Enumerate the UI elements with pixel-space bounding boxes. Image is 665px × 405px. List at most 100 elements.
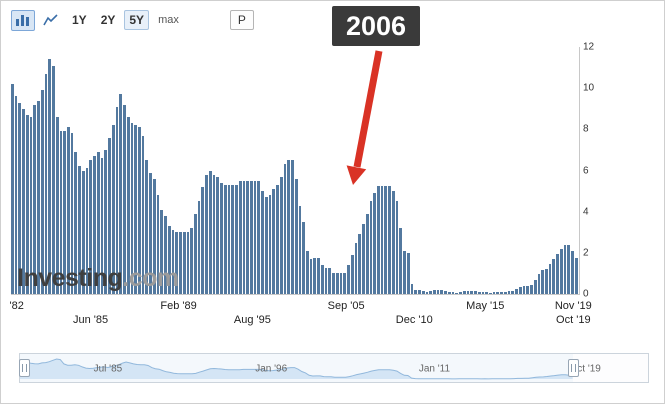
navigator-label: Oct '19 xyxy=(569,363,601,375)
bar xyxy=(414,289,418,294)
bar xyxy=(496,292,500,294)
bar xyxy=(67,127,70,294)
bar xyxy=(563,244,567,294)
bar xyxy=(571,250,574,294)
bar xyxy=(350,254,354,294)
line-chart-type-button[interactable] xyxy=(39,9,63,31)
x-axis-label: Sep '05 xyxy=(327,300,365,312)
bar xyxy=(141,135,145,294)
plot-area[interactable]: Investing.com xyxy=(11,47,580,295)
navigator-selected-range[interactable] xyxy=(20,354,573,382)
bar xyxy=(216,176,220,294)
bar xyxy=(137,127,141,294)
bar xyxy=(223,184,227,294)
bar xyxy=(294,178,298,294)
watermark: Investing.com xyxy=(17,264,179,293)
bar xyxy=(167,226,171,294)
x-axis-label: '82 xyxy=(9,300,24,312)
bar xyxy=(179,232,182,294)
bar xyxy=(33,104,37,294)
bar xyxy=(89,160,93,294)
bar xyxy=(466,291,470,294)
period-button[interactable]: P xyxy=(229,10,254,30)
bar xyxy=(208,170,212,294)
bar-chart-type-button[interactable] xyxy=(11,9,35,31)
bar xyxy=(485,292,488,294)
bar xyxy=(70,133,74,294)
bar xyxy=(261,191,264,294)
bar xyxy=(25,114,29,294)
bar xyxy=(522,286,526,294)
bar xyxy=(410,283,414,294)
bar xyxy=(347,265,350,294)
bar xyxy=(96,151,100,294)
y-tick-label: 0 xyxy=(583,288,589,300)
bar xyxy=(455,292,459,294)
bar xyxy=(59,131,63,294)
bar xyxy=(403,250,406,294)
bar xyxy=(123,104,126,294)
bar xyxy=(250,180,253,294)
bar xyxy=(63,131,67,294)
bar xyxy=(145,160,149,294)
bars xyxy=(11,47,579,294)
bar xyxy=(432,290,436,294)
bar xyxy=(492,292,496,294)
bar xyxy=(444,290,447,294)
bar xyxy=(291,160,294,294)
bar xyxy=(242,180,246,294)
bar xyxy=(93,156,96,294)
bar xyxy=(369,201,373,294)
y-tick-label: 4 xyxy=(583,206,589,218)
y-tick-label: 8 xyxy=(583,123,589,135)
bar xyxy=(470,290,474,294)
bar xyxy=(14,96,18,294)
bar xyxy=(324,268,328,294)
bar xyxy=(474,291,477,294)
watermark-suffix: .com xyxy=(122,264,179,292)
range-1y-button[interactable]: 1Y xyxy=(67,10,92,30)
navigator-range-selector[interactable]: Jul '85 Jan '96 Jan '11 Oct '19 xyxy=(19,353,649,383)
bar xyxy=(279,176,283,294)
navigator-label: Jul '85 xyxy=(93,363,123,375)
bar xyxy=(545,269,548,294)
bar xyxy=(559,248,563,294)
bar xyxy=(126,116,130,294)
bar xyxy=(574,257,578,294)
bar xyxy=(503,291,507,294)
bar xyxy=(399,228,403,294)
bar xyxy=(119,94,123,294)
bar xyxy=(395,201,399,294)
x-axis-label: Aug '95 xyxy=(233,314,271,326)
bar xyxy=(335,273,339,294)
bar xyxy=(11,84,14,294)
bar xyxy=(537,274,541,294)
range-5y-button[interactable]: 5Y xyxy=(124,10,150,30)
bar xyxy=(556,254,559,294)
line-chart-icon xyxy=(43,14,58,26)
bar xyxy=(152,178,156,294)
bar xyxy=(530,284,533,294)
bar xyxy=(320,265,324,294)
navigator-right-handle[interactable] xyxy=(567,359,579,377)
range-max-button[interactable]: max xyxy=(153,11,184,29)
bar xyxy=(74,151,78,294)
x-axis-label: Nov '19 xyxy=(554,300,592,312)
bar xyxy=(268,195,272,294)
bar xyxy=(44,73,48,294)
range-2y-button[interactable]: 2Y xyxy=(96,10,121,30)
bar xyxy=(309,259,313,294)
bar xyxy=(104,149,108,294)
bar xyxy=(384,185,388,294)
bar xyxy=(160,209,164,294)
x-axis-label: Jun '85 xyxy=(72,314,109,326)
bar xyxy=(518,286,522,294)
bar xyxy=(78,166,81,294)
bar xyxy=(332,273,335,294)
bar xyxy=(85,168,89,294)
bar xyxy=(253,180,257,294)
bar xyxy=(507,291,511,294)
navigator-left-handle[interactable] xyxy=(19,359,30,377)
y-tick-label: 6 xyxy=(583,165,589,176)
